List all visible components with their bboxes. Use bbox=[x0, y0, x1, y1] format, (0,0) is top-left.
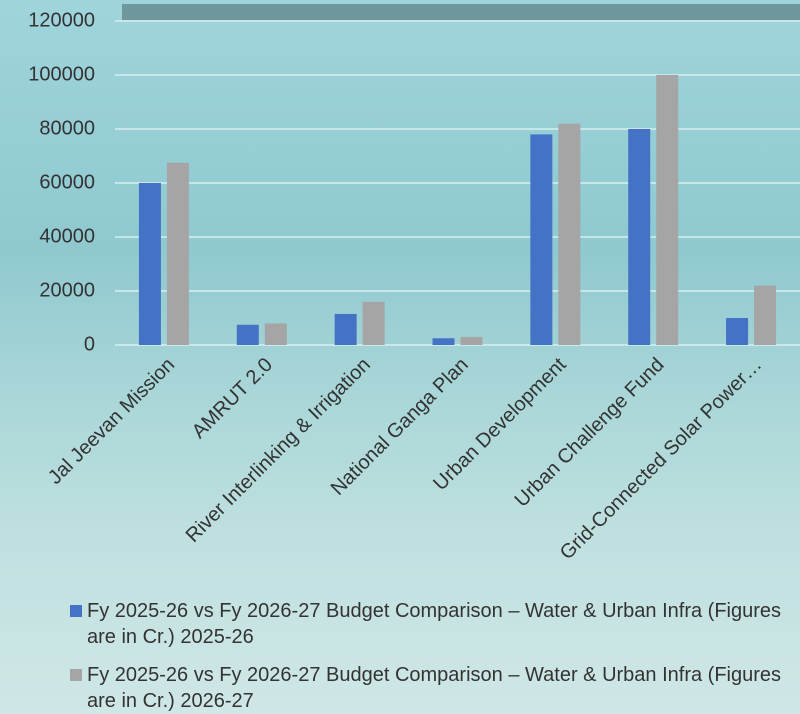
x-tick-label: Jal Jeevan Mission bbox=[44, 354, 179, 489]
x-tick-label: River Interlinking & Irrigation bbox=[182, 354, 375, 547]
bar bbox=[432, 338, 455, 345]
bar bbox=[334, 313, 357, 345]
bar bbox=[558, 123, 581, 345]
bar bbox=[530, 134, 553, 345]
y-tick-label: 100000 bbox=[28, 63, 95, 85]
bar bbox=[460, 336, 483, 345]
legend-swatch bbox=[70, 669, 82, 681]
bar bbox=[362, 301, 385, 345]
legend-item: Fy 2025-26 vs Fy 2026-27 Budget Comparis… bbox=[66, 598, 786, 650]
y-tick-label: 80000 bbox=[39, 117, 95, 139]
y-tick-label: 120000 bbox=[28, 9, 95, 31]
bar bbox=[656, 75, 679, 345]
bar bbox=[166, 162, 189, 345]
y-tick-label: 20000 bbox=[39, 279, 95, 301]
y-tick-label: 60000 bbox=[39, 171, 95, 193]
x-tick-label: Grid-Connected Solar Power… bbox=[556, 354, 766, 564]
y-tick-label: 0 bbox=[84, 333, 95, 355]
y-tick-label: 40000 bbox=[39, 225, 95, 247]
bar bbox=[236, 324, 259, 345]
bar bbox=[628, 129, 651, 345]
x-tick-label: AMRUT 2.0 bbox=[188, 354, 277, 443]
bar bbox=[138, 183, 161, 345]
bar bbox=[726, 318, 749, 345]
bar bbox=[264, 323, 287, 345]
legend-swatch bbox=[70, 605, 82, 617]
legend-label: Fy 2025-26 vs Fy 2026-27 Budget Comparis… bbox=[87, 664, 782, 712]
legend-item: Fy 2025-26 vs Fy 2026-27 Budget Comparis… bbox=[66, 662, 786, 714]
legend-label: Fy 2025-26 vs Fy 2026-27 Budget Comparis… bbox=[87, 600, 782, 648]
bar bbox=[754, 285, 777, 345]
photo-band bbox=[122, 4, 800, 20]
